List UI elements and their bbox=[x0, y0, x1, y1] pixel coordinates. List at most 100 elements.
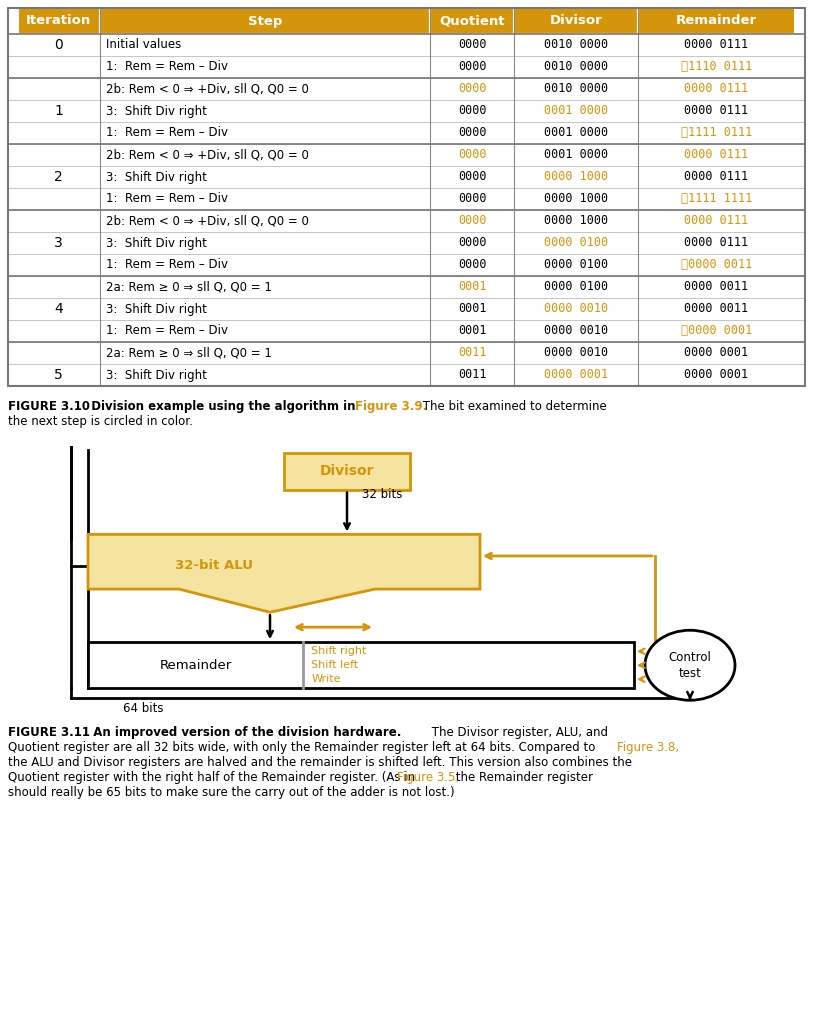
Text: 0000 0010: 0000 0010 bbox=[544, 302, 608, 315]
Text: 5: 5 bbox=[54, 368, 63, 382]
Text: Figure 3.9.: Figure 3.9. bbox=[355, 400, 428, 413]
Text: 0001: 0001 bbox=[458, 325, 486, 338]
Text: Quotient register are all 32 bits wide, with only the Remainder register left at: Quotient register are all 32 bits wide, … bbox=[8, 741, 599, 755]
Text: 0000 0111: 0000 0111 bbox=[685, 39, 749, 51]
Text: 0000 0111: 0000 0111 bbox=[685, 237, 749, 250]
Text: 1:  Rem = Rem – Div: 1: Rem = Rem – Div bbox=[106, 258, 228, 271]
Text: 0010 0000: 0010 0000 bbox=[544, 39, 608, 51]
Text: 0000: 0000 bbox=[458, 237, 486, 250]
Polygon shape bbox=[88, 535, 480, 612]
Text: should really be 65 bits to make sure the carry out of the adder is not lost.): should really be 65 bits to make sure th… bbox=[8, 786, 454, 800]
Text: 1: 1 bbox=[54, 104, 63, 118]
Text: 0000 0111: 0000 0111 bbox=[685, 214, 749, 227]
Text: 3:  Shift Div right: 3: Shift Div right bbox=[106, 171, 207, 183]
FancyBboxPatch shape bbox=[284, 454, 410, 489]
Text: 2b: Rem < 0 ⇒ +Div, sll Q, Q0 = 0: 2b: Rem < 0 ⇒ +Div, sll Q, Q0 = 0 bbox=[106, 214, 308, 227]
Text: 0011: 0011 bbox=[458, 346, 486, 359]
Text: 0000: 0000 bbox=[458, 39, 486, 51]
Text: 0000: 0000 bbox=[458, 193, 486, 206]
Text: 0000 0111: 0000 0111 bbox=[685, 104, 749, 118]
Text: Remainder: Remainder bbox=[159, 658, 232, 672]
Text: ⓐ0000 0001: ⓐ0000 0001 bbox=[681, 325, 752, 338]
Bar bbox=[18, 8, 100, 34]
Text: the Remainder register: the Remainder register bbox=[452, 771, 593, 784]
Bar bbox=[8, 232, 805, 254]
Text: 3: 3 bbox=[54, 236, 63, 250]
Text: 0000 0100: 0000 0100 bbox=[544, 237, 608, 250]
Bar bbox=[8, 254, 805, 276]
Bar bbox=[8, 342, 805, 364]
Text: 1:  Rem = Rem – Div: 1: Rem = Rem – Div bbox=[106, 325, 228, 338]
Text: 0000 0001: 0000 0001 bbox=[544, 369, 608, 382]
Text: 2a: Rem ≥ 0 ⇒ sll Q, Q0 = 1: 2a: Rem ≥ 0 ⇒ sll Q, Q0 = 1 bbox=[106, 281, 272, 294]
Text: FIGURE 3.11: FIGURE 3.11 bbox=[8, 726, 90, 739]
Text: Figure 3.8,: Figure 3.8, bbox=[617, 741, 679, 755]
Text: ⓐ0000 0011: ⓐ0000 0011 bbox=[681, 258, 752, 271]
Bar bbox=[8, 210, 805, 232]
Bar bbox=[8, 276, 805, 298]
Bar bbox=[8, 166, 805, 188]
Text: 2: 2 bbox=[54, 170, 63, 184]
Text: 0000: 0000 bbox=[458, 148, 486, 162]
Text: 32-bit ALU: 32-bit ALU bbox=[175, 559, 253, 572]
Text: 0000 1000: 0000 1000 bbox=[544, 171, 608, 183]
Text: 0000 0010: 0000 0010 bbox=[544, 346, 608, 359]
Text: 1:  Rem = Rem – Div: 1: Rem = Rem – Div bbox=[106, 60, 228, 74]
Bar bbox=[8, 188, 805, 210]
Text: 0000 0100: 0000 0100 bbox=[544, 281, 608, 294]
Text: Step: Step bbox=[248, 14, 282, 28]
Text: Quotient: Quotient bbox=[440, 14, 505, 28]
Bar bbox=[8, 298, 805, 319]
Text: Figure 3.5,: Figure 3.5, bbox=[397, 771, 459, 784]
Text: ⓑ1111 1111: ⓑ1111 1111 bbox=[681, 193, 752, 206]
Text: 0001: 0001 bbox=[458, 281, 486, 294]
Text: 0000 0011: 0000 0011 bbox=[685, 281, 749, 294]
Text: 0010 0000: 0010 0000 bbox=[544, 60, 608, 74]
Bar bbox=[8, 144, 805, 166]
Text: Divisor: Divisor bbox=[320, 465, 374, 478]
Text: 0000: 0000 bbox=[458, 127, 486, 139]
Text: FIGURE 3.10: FIGURE 3.10 bbox=[8, 400, 90, 413]
Text: Quotient register with the right half of the Remainder register. (As in: Quotient register with the right half of… bbox=[8, 771, 419, 784]
Text: 2b: Rem < 0 ⇒ +Div, sll Q, Q0 = 0: 2b: Rem < 0 ⇒ +Div, sll Q, Q0 = 0 bbox=[106, 83, 308, 95]
Text: 64 bits: 64 bits bbox=[123, 702, 163, 716]
Text: Shift left: Shift left bbox=[311, 660, 359, 671]
Text: 0000: 0000 bbox=[458, 83, 486, 95]
Text: 0001: 0001 bbox=[458, 302, 486, 315]
Text: 0000: 0000 bbox=[458, 214, 486, 227]
Text: 0001 0000: 0001 0000 bbox=[544, 127, 608, 139]
Text: 0000 0100: 0000 0100 bbox=[544, 258, 608, 271]
Text: 0000 1000: 0000 1000 bbox=[544, 193, 608, 206]
Text: 0000: 0000 bbox=[458, 258, 486, 271]
Bar bbox=[8, 78, 805, 100]
Text: An improved version of the division hardware.: An improved version of the division hard… bbox=[85, 726, 402, 739]
Text: 0010 0000: 0010 0000 bbox=[544, 83, 608, 95]
Text: Shift right: Shift right bbox=[311, 646, 367, 656]
Text: 0000 0001: 0000 0001 bbox=[685, 369, 749, 382]
Text: 0001 0000: 0001 0000 bbox=[544, 148, 608, 162]
Text: ⓐ1110 0111: ⓐ1110 0111 bbox=[681, 60, 752, 74]
Text: 0001 0000: 0001 0000 bbox=[544, 104, 608, 118]
Text: Division example using the algorithm in: Division example using the algorithm in bbox=[83, 400, 359, 413]
Text: 3:  Shift Div right: 3: Shift Div right bbox=[106, 302, 207, 315]
Bar bbox=[637, 8, 795, 34]
Bar bbox=[430, 8, 514, 34]
Bar bbox=[8, 364, 805, 386]
Bar bbox=[514, 8, 637, 34]
Text: 3:  Shift Div right: 3: Shift Div right bbox=[106, 369, 207, 382]
Text: 0000: 0000 bbox=[458, 60, 486, 74]
Text: Remainder: Remainder bbox=[676, 14, 757, 28]
Text: 3:  Shift Div right: 3: Shift Div right bbox=[106, 237, 207, 250]
Text: Control: Control bbox=[668, 650, 711, 664]
Text: 32 bits: 32 bits bbox=[362, 488, 402, 501]
Text: the next step is circled in color.: the next step is circled in color. bbox=[8, 415, 193, 428]
Text: 0: 0 bbox=[54, 38, 63, 52]
Ellipse shape bbox=[645, 630, 735, 700]
Text: Iteration: Iteration bbox=[26, 14, 91, 28]
Bar bbox=[8, 34, 805, 56]
Text: 0000 0011: 0000 0011 bbox=[685, 302, 749, 315]
Text: 4: 4 bbox=[54, 302, 63, 316]
Text: 1:  Rem = Rem – Div: 1: Rem = Rem – Div bbox=[106, 127, 228, 139]
Text: Initial values: Initial values bbox=[106, 39, 181, 51]
Bar bbox=[8, 319, 805, 342]
